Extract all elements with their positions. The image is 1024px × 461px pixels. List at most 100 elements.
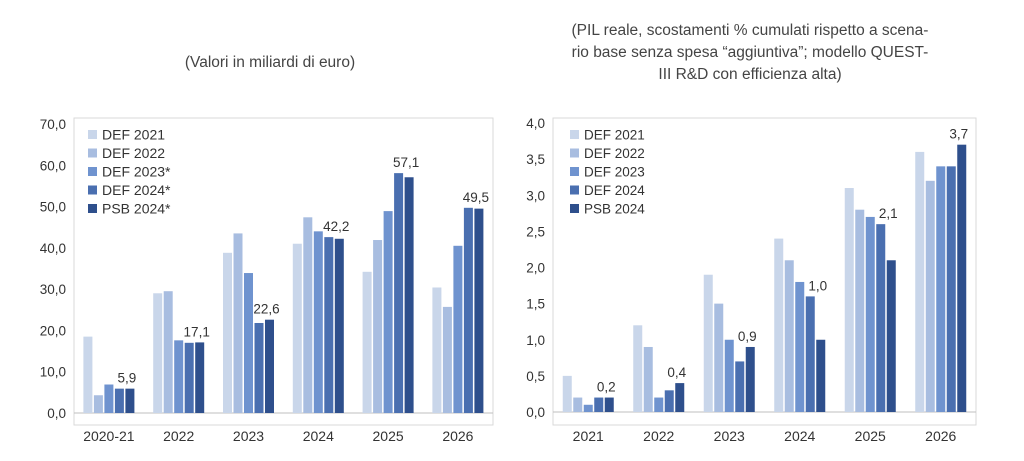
bar-def-2024--2020-21: [114, 388, 124, 413]
x-category-label: 2025: [373, 428, 404, 444]
legend-label: PSB 2024*: [102, 201, 171, 217]
y-tick-label: 50,0: [40, 200, 66, 215]
data-label: 1,0: [808, 278, 827, 293]
bar-def-2021-2026: [432, 287, 442, 413]
chart-1: 0,0 10,0 20,0 30,0 40,0 50,0 60,0 70,0 2020-21 5,…: [40, 117, 494, 444]
chart-2: 0,0 0,5 1,0 1,5 2,0 2,5 3,0 3,5 4,0 2021 0,2 2022 0,…: [526, 116, 977, 444]
bar-def-2024--2024: [324, 237, 334, 413]
bar-def-2022-2024: [303, 217, 313, 413]
bar-def-2021-2021: [562, 375, 572, 412]
bar-def-2021-2023: [223, 252, 232, 413]
bar-def-2022-2020-21: [93, 395, 103, 413]
bar-def-2022-2022: [163, 291, 173, 413]
data-label: 57,1: [393, 155, 419, 170]
chart-frame: [552, 117, 977, 426]
y-tick-label: 4,0: [526, 116, 545, 131]
bar-psb-2024-2023: [745, 346, 755, 412]
legend-label: DEF 2024*: [102, 182, 171, 198]
legend-label: DEF 2024: [584, 183, 645, 198]
bar-psb-2024--2023: [265, 319, 274, 413]
legend-label: DEF 2023: [584, 165, 645, 180]
bar-psb-2024--2025: [404, 177, 414, 413]
bar-def-2022-2022: [643, 346, 653, 412]
bar-def-2022-2023: [714, 303, 724, 412]
bar-def-2022-2023: [233, 233, 243, 413]
bar-psb-2024-2022: [675, 383, 685, 412]
data-label: 22,6: [253, 302, 279, 317]
data-label: 2,1: [879, 206, 898, 221]
legend-label: DEF 2022: [102, 145, 165, 161]
bar-def-2023-2024: [795, 281, 805, 412]
bar-def-2021-2022: [153, 293, 163, 413]
bar-def-2023-2026: [936, 166, 946, 412]
bar-psb-2024--2022: [195, 342, 205, 413]
bar-def-2021-2025: [844, 188, 854, 412]
legend-swatch: [88, 148, 97, 158]
bar-def-2022-2025: [855, 209, 865, 412]
legend-label: DEF 2022: [584, 146, 645, 161]
bar-def-2023--2025: [383, 211, 393, 413]
data-label: 42,2: [323, 219, 349, 234]
x-category-label: 2023: [233, 428, 264, 444]
x-category-label: 2026: [925, 428, 956, 444]
legend-swatch: [88, 185, 97, 195]
bar-psb-2024-2021: [604, 397, 614, 412]
bar-def-2021-2026: [915, 151, 925, 412]
x-category-label: 2024: [784, 428, 815, 444]
bar-def-2021-2020-21: [83, 336, 93, 413]
legend-swatch: [570, 204, 579, 213]
bar-def-2024--2022: [184, 342, 194, 413]
data-label: 3,7: [949, 127, 968, 142]
bar-def-2023-2023: [724, 339, 734, 412]
legend-swatch: [88, 204, 97, 213]
bar-def-2024--2026: [463, 207, 473, 413]
x-category-label: 2023: [714, 428, 745, 444]
x-category-label: 2024: [303, 428, 334, 444]
bar-def-2024-2021: [594, 397, 604, 412]
legend-swatch: [570, 130, 579, 139]
bar-psb-2024-2026: [957, 144, 967, 413]
bar-def-2024-2023: [735, 361, 745, 412]
legend-swatch: [570, 148, 579, 158]
bar-def-2023--2026: [453, 245, 463, 413]
x-category-label: 2020-21: [83, 428, 135, 444]
bar-def-2021-2022: [633, 325, 643, 412]
bar-def-2022-2025: [373, 240, 383, 413]
y-tick-label: 20,0: [40, 323, 66, 338]
bar-def-2022-2021: [573, 397, 583, 412]
bar-psb-2024-2024: [816, 339, 826, 412]
data-label: 0,4: [667, 365, 686, 380]
bar-def-2022-2024: [784, 260, 794, 412]
legend-swatch: [88, 167, 97, 176]
data-label: 5,9: [118, 371, 137, 386]
bar-psb-2024--2020-21: [125, 388, 135, 413]
bar-psb-2024--2024: [334, 238, 344, 413]
bar-def-2023--2023: [244, 273, 253, 413]
bar-def-2023-2022: [654, 397, 664, 412]
right-chart-subtitle-line-3: III R&D con efficienza alta): [658, 66, 842, 83]
legend-swatch: [570, 185, 579, 195]
y-tick-label: 40,0: [40, 241, 66, 256]
bar-def-2024-2026: [946, 166, 956, 412]
right-chart-subtitle-line-2: rio base senza spesa “aggiuntiva”; model…: [571, 44, 929, 61]
bar-def-2024-2024: [805, 296, 815, 412]
legend-swatch: [570, 167, 579, 176]
data-label: 0,2: [597, 380, 616, 395]
legend-label: DEF 2023*: [102, 164, 171, 180]
bar-def-2021-2023: [703, 274, 713, 412]
bar-def-2024--2023: [254, 322, 264, 413]
bar-def-2021-2024: [774, 238, 784, 412]
x-category-label: 2026: [442, 428, 473, 444]
bar-def-2023--2024: [313, 231, 323, 413]
y-tick-label: 1,0: [526, 333, 545, 348]
bar-def-2021-2024: [292, 243, 302, 413]
legend-label: DEF 2021: [584, 128, 645, 143]
y-tick-label: 60,0: [40, 158, 66, 173]
bar-def-2022-2026: [925, 180, 935, 412]
bar-psb-2024--2026: [474, 208, 484, 413]
y-tick-label: 70,0: [40, 117, 66, 132]
right-chart-subtitle-line-1: (PIL reale, scostamenti % cumulati rispe…: [571, 22, 929, 39]
x-category-label: 2025: [855, 428, 886, 444]
legend-swatch: [88, 130, 97, 139]
